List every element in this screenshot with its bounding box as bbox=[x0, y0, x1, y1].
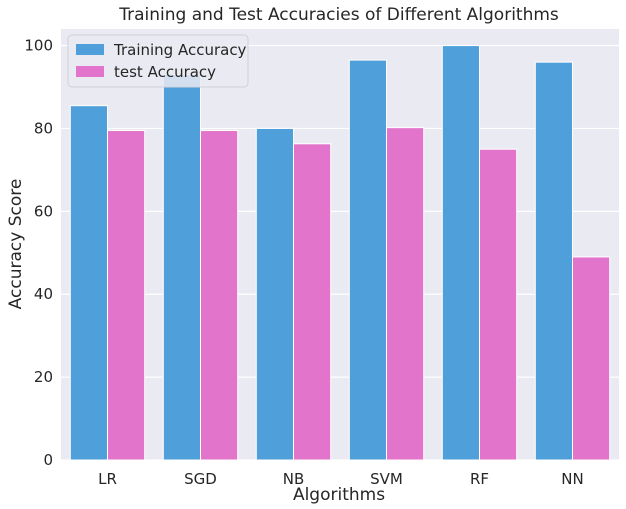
tick-labels: 0 20 40 60 80 100 LR SGD NB SVM RF NN bbox=[24, 37, 583, 488]
x-axis-label: Algorithms bbox=[293, 485, 385, 505]
x-tick-label: SGD bbox=[184, 470, 217, 488]
x-tick-label: NB bbox=[283, 470, 305, 488]
x-tick-label: RF bbox=[470, 470, 489, 488]
y-tick-label: 80 bbox=[34, 119, 53, 137]
x-tick-label: SVM bbox=[370, 470, 403, 488]
x-tick-label: NN bbox=[561, 470, 583, 488]
bar-nn-training bbox=[534, 61, 573, 461]
y-axis-label: Accuracy Score bbox=[6, 179, 26, 310]
bar-sgd-training bbox=[162, 74, 202, 461]
legend-label: test Accuracy bbox=[114, 63, 216, 81]
legend-swatch bbox=[76, 44, 104, 55]
bar-rf-test bbox=[479, 148, 518, 461]
bar-lr-test bbox=[107, 130, 146, 461]
bar-nn-test bbox=[572, 256, 611, 461]
y-tick-label: 20 bbox=[34, 368, 53, 386]
bar-nb-training bbox=[255, 127, 294, 461]
legend-swatch bbox=[76, 66, 104, 77]
bar-svm-training bbox=[348, 59, 387, 461]
y-tick-label: 0 bbox=[43, 451, 53, 469]
bar-nb-test bbox=[293, 143, 332, 461]
legend: Training Accuracy test Accuracy bbox=[67, 34, 249, 88]
bar-rf-training bbox=[441, 45, 480, 461]
bar-svm-test bbox=[386, 127, 425, 461]
legend-label: Training Accuracy bbox=[113, 41, 247, 59]
bar-sgd-test bbox=[200, 130, 239, 461]
y-tick-label: 60 bbox=[34, 202, 53, 220]
y-tick-label: 40 bbox=[34, 285, 53, 303]
chart-title: Training and Test Accuracies of Differen… bbox=[118, 5, 559, 25]
plot-area bbox=[61, 29, 619, 460]
bars bbox=[69, 45, 611, 461]
legend-box bbox=[67, 34, 249, 88]
x-tick-label: LR bbox=[98, 470, 117, 488]
y-tick-label: 100 bbox=[24, 37, 53, 55]
bar-lr-training bbox=[69, 105, 109, 461]
